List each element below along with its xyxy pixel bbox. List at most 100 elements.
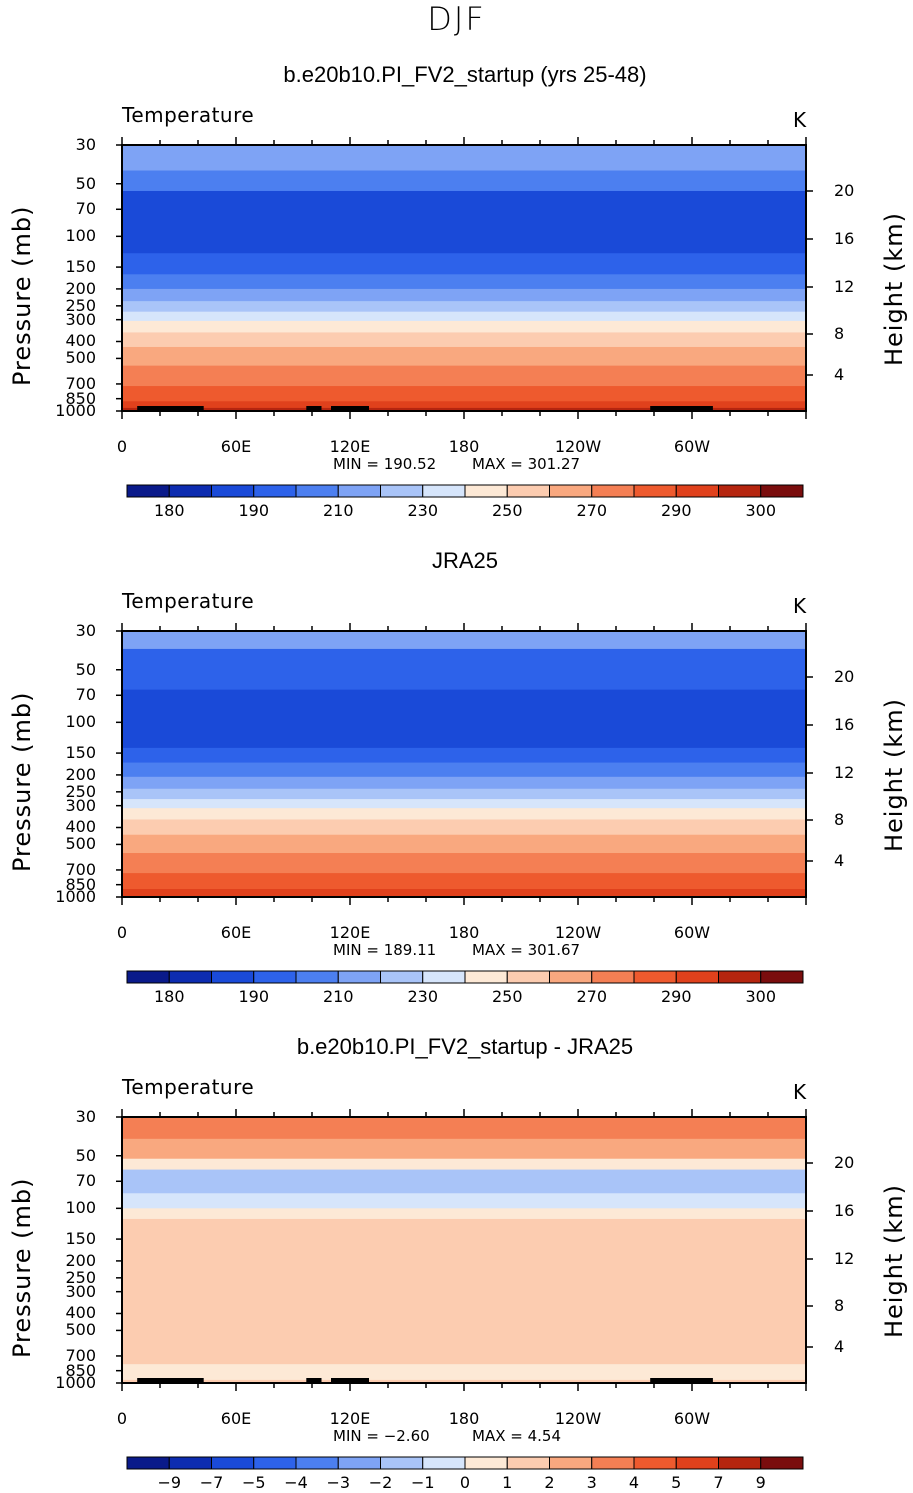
contour-band (122, 1193, 806, 1209)
topography-mask (306, 1378, 322, 1383)
height-tick-label: 12 (834, 1249, 855, 1268)
panel-title: b.e20b10.PI_FV2_startup (yrs 25-48) (283, 62, 647, 87)
colorbar-label: 290 (660, 987, 692, 1006)
longitude-tick-label: 180 (448, 923, 480, 942)
colorbar-box (718, 1456, 762, 1470)
colorbar-box (380, 970, 424, 984)
colorbar-label: 4 (628, 1473, 640, 1492)
colorbar-box (253, 484, 297, 498)
colorbar-box (337, 484, 381, 498)
contour-band (122, 776, 806, 790)
variable-label: Temperature (122, 1075, 255, 1099)
topography-mask (137, 1378, 179, 1383)
max-label: MAX = 4.54 (472, 1427, 561, 1445)
colorbar-box (168, 970, 212, 984)
colorbar-box (633, 1456, 677, 1470)
pressure-tick-label: 400 (65, 331, 96, 351)
contour-band (122, 1218, 806, 1365)
longitude-tick-label: 60W (673, 923, 711, 942)
pressure-tick-label: 1000 (55, 887, 96, 906)
colorbar-box (464, 970, 508, 984)
pressure-tick-label: 500 (65, 834, 96, 854)
contour-band (122, 301, 806, 313)
contour-band (122, 401, 806, 409)
longitude-tick-label: 120W (554, 437, 602, 456)
colorbar-box (126, 1456, 170, 1470)
contour-band (122, 346, 806, 367)
pressure-tick-label: 100 (65, 712, 96, 732)
colorbar-label: −3 (326, 1473, 351, 1492)
variable-label: Temperature (122, 589, 255, 613)
units-label: K (793, 594, 807, 618)
colorbar-label: 270 (576, 501, 608, 520)
contour-band (122, 747, 806, 764)
colorbar-box (718, 970, 762, 984)
colorbar-label: 0 (459, 1473, 471, 1492)
contour-band (122, 689, 806, 749)
topography-mask (137, 406, 179, 411)
pressure-tick-label: 1000 (55, 1373, 96, 1392)
colorbar-label: 250 (491, 501, 523, 520)
topography-mask (650, 406, 713, 411)
contour-band (122, 190, 806, 254)
pressure-tick-label: 200 (65, 764, 96, 784)
longitude-tick-label: 0 (116, 1409, 128, 1428)
longitude-tick-label: 120W (554, 1409, 602, 1428)
height-tick-label: 8 (834, 324, 845, 343)
contour-band (122, 631, 806, 650)
contour-band (122, 311, 806, 322)
contour-band (122, 648, 806, 691)
colorbar-box (591, 484, 635, 498)
longitude-tick-label: 60W (673, 437, 711, 456)
page-title: DJF (427, 0, 486, 38)
pressure-tick-label: 500 (65, 1320, 96, 1340)
colorbar-label: −5 (241, 1473, 266, 1492)
contour-band (122, 1138, 806, 1160)
colorbar-box (295, 970, 339, 984)
height-tick-label: 8 (834, 1296, 845, 1315)
longitude-tick-label: 0 (116, 923, 128, 942)
colorbar-label: 210 (322, 501, 354, 520)
panel-title: JRA25 (431, 548, 499, 573)
colorbar-box (633, 484, 677, 498)
colorbar-box (549, 1456, 593, 1470)
pressure-tick-label: 850 (65, 388, 96, 408)
longitude-tick-label: 120W (554, 923, 602, 942)
height-tick-label: 16 (834, 1201, 855, 1220)
colorbar-box (718, 484, 762, 498)
units-label: K (793, 108, 807, 132)
contour-band (122, 788, 806, 800)
colorbar-label: 180 (153, 501, 185, 520)
pressure-tick-label: 50 (75, 659, 96, 679)
colorbar-box (675, 484, 719, 498)
colorbar-box (464, 1456, 508, 1470)
height-tick-label: 8 (834, 810, 845, 829)
contour-band (122, 762, 806, 778)
contour-band (122, 1364, 806, 1381)
colorbar-label: 2 (544, 1473, 555, 1492)
topography-mask (306, 406, 322, 411)
pressure-tick-label: 400 (65, 1303, 96, 1323)
contour-field (122, 145, 806, 412)
topography-mask (179, 406, 204, 411)
min-label: MIN = 190.52 (333, 455, 437, 473)
colorbar-box (295, 1456, 339, 1470)
pressure-tick-label: 50 (75, 173, 96, 193)
colorbar-box (337, 970, 381, 984)
colorbar-box (549, 484, 593, 498)
topography-mask (331, 1378, 369, 1383)
height-tick-label: 20 (834, 667, 855, 686)
contour-field (122, 1117, 806, 1384)
colorbar-box (422, 970, 466, 984)
colorbar-box (633, 970, 677, 984)
contour-band (122, 407, 806, 412)
colorbar-label: 3 (586, 1473, 597, 1492)
pressure-tick-label: 200 (65, 278, 96, 298)
contour-band (122, 253, 806, 275)
units-label: K (793, 1080, 807, 1104)
colorbar-label: 190 (238, 987, 270, 1006)
colorbar-box (211, 1456, 255, 1470)
colorbar-label: −1 (410, 1473, 435, 1492)
min-label: MIN = 189.11 (333, 941, 437, 959)
height-tick-label: 20 (834, 181, 855, 200)
